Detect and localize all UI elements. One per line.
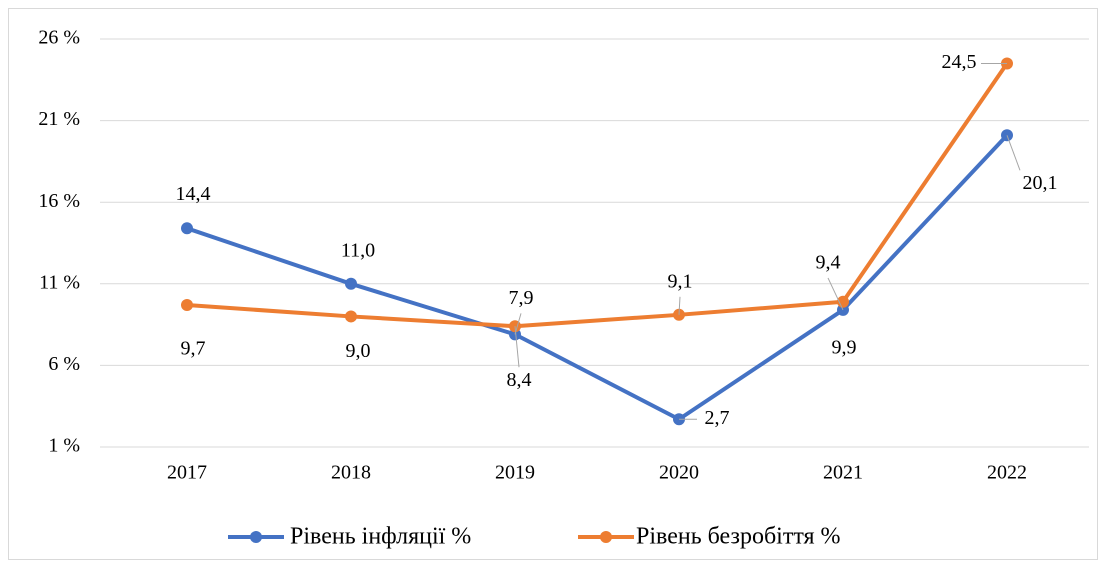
y-tick-label: 21 % <box>38 108 80 130</box>
data-label: 11,0 <box>341 239 375 261</box>
data-point <box>181 222 193 235</box>
y-tick-label: 26 % <box>38 27 80 49</box>
data-label: 9,7 <box>181 338 206 360</box>
x-tick-label: 2021 <box>823 462 863 484</box>
data-label: 7,9 <box>509 287 534 309</box>
x-tick-label: 2022 <box>987 462 1027 484</box>
y-tick-label: 6 % <box>48 353 80 375</box>
series-line <box>186 62 1009 329</box>
data-label: 9,1 <box>668 270 693 292</box>
leader-line <box>514 313 522 335</box>
leader-line <box>514 326 520 368</box>
data-label: 14,4 <box>176 183 211 205</box>
y-tick-label: 1 % <box>48 435 80 457</box>
x-tick-label: 2017 <box>167 462 207 484</box>
y-tick-label: 16 % <box>38 190 80 212</box>
x-tick-label: 2018 <box>331 462 371 484</box>
data-point <box>837 295 849 308</box>
data-label: 2,7 <box>705 407 730 429</box>
data-label: 9,9 <box>832 336 857 358</box>
legend-label: Рівень безробіття % <box>636 524 841 550</box>
leader-line <box>678 296 681 315</box>
x-tick-label: 2020 <box>659 462 699 484</box>
data-label: 24,5 <box>942 51 977 73</box>
y-tick-label: 11 % <box>39 271 80 293</box>
leader-line <box>827 277 844 311</box>
data-label: 9,0 <box>346 340 371 362</box>
data-point <box>181 299 193 312</box>
legend-label: Рівень інфляції % <box>290 524 471 550</box>
leader-line <box>1006 135 1021 171</box>
legend-marker <box>600 531 612 543</box>
data-label: 9,4 <box>816 252 841 274</box>
data-label: 8,4 <box>507 369 532 391</box>
legend-marker <box>250 531 262 543</box>
data-point <box>345 310 357 323</box>
series-line <box>186 133 1009 422</box>
x-tick-label: 2019 <box>495 462 535 484</box>
data-point <box>345 277 357 290</box>
data-label: 20,1 <box>1023 172 1058 194</box>
